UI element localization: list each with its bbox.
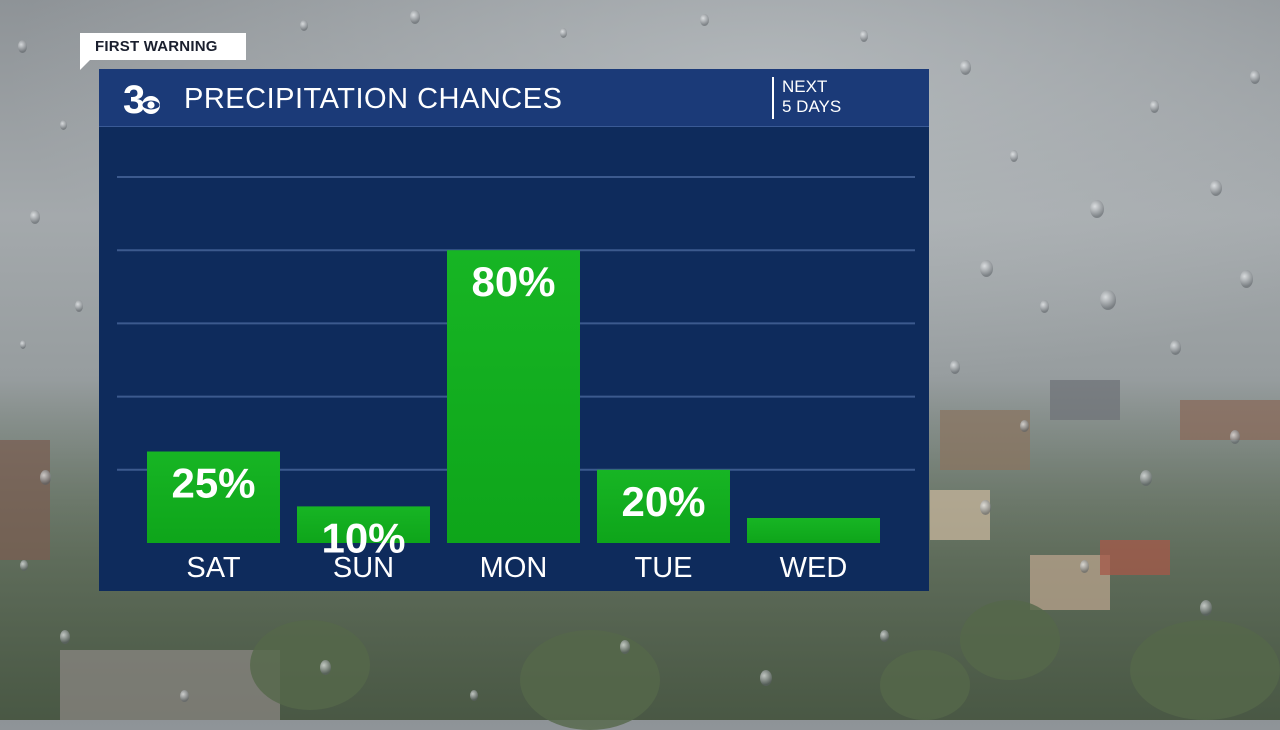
- forecast-range-label: NEXT 5 DAYS: [782, 77, 841, 117]
- days-line: 5 DAYS: [782, 97, 842, 116]
- bar-chart: 25% SAT 10%SUN 80% MON 20% TUE WED: [117, 176, 915, 584]
- value-label-sat: 25%: [171, 460, 255, 507]
- value-label-tue: 20%: [621, 478, 705, 525]
- bar-sat: [147, 451, 280, 543]
- bar-tue: [597, 469, 730, 543]
- badge-tail: [80, 60, 90, 70]
- first-warning-badge: FIRST WARNING: [80, 33, 246, 60]
- chart-panel: 3 PRECIPITATION CHANCES NEXT 5 DAYS 25% S…: [99, 69, 929, 591]
- category-label-sun: SUN: [333, 552, 394, 584]
- category-label-sat: SAT: [186, 552, 241, 584]
- bar-sun: [297, 506, 430, 543]
- panel-header: 3 PRECIPITATION CHANCES NEXT 5 DAYS: [99, 69, 929, 127]
- category-label-tue: TUE: [635, 552, 693, 584]
- channel-3-logo-icon: 3: [123, 78, 160, 121]
- logo-numeral: 3: [123, 78, 145, 121]
- bar-wed: [747, 518, 880, 543]
- category-label-mon: MON: [480, 552, 548, 584]
- value-label-mon: 80%: [471, 258, 555, 305]
- chart-title: PRECIPITATION CHANCES: [184, 83, 563, 115]
- category-label-wed: WED: [780, 552, 848, 584]
- next-line: NEXT: [782, 77, 828, 96]
- value-label-sun: 10%: [321, 514, 405, 561]
- header-divider: [772, 77, 774, 119]
- bar-mon: [447, 250, 580, 543]
